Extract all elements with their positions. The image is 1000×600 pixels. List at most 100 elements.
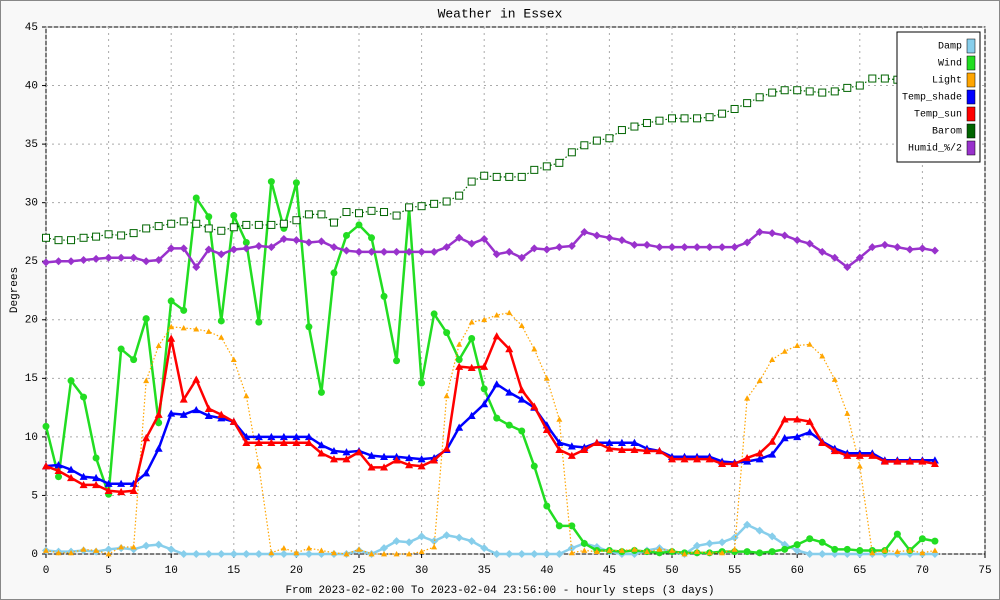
point (668, 455, 676, 463)
point (380, 463, 389, 471)
point (292, 432, 301, 441)
point (730, 533, 739, 542)
y-tick-label: 0 (31, 549, 38, 561)
point (592, 136, 601, 145)
point (794, 342, 801, 348)
point (805, 239, 814, 248)
x-tick-label: 75 (978, 565, 991, 577)
point (567, 241, 576, 250)
point (229, 550, 238, 558)
point (756, 377, 763, 384)
point (342, 246, 351, 255)
point (355, 448, 363, 456)
point (242, 238, 250, 246)
point (730, 104, 739, 113)
point (731, 546, 738, 552)
point (542, 245, 551, 254)
point (406, 551, 413, 557)
point (180, 306, 188, 314)
point (154, 444, 163, 452)
point (192, 405, 201, 414)
point (556, 416, 563, 422)
point (118, 543, 125, 550)
point (643, 548, 650, 555)
point (505, 421, 513, 429)
point (580, 227, 589, 236)
point (217, 250, 226, 259)
point (342, 231, 350, 239)
point (168, 323, 175, 330)
point (631, 546, 638, 552)
point (255, 463, 262, 469)
point (129, 253, 138, 262)
point (205, 213, 213, 221)
point (480, 385, 488, 393)
point (329, 446, 338, 455)
point (894, 548, 901, 555)
point (830, 87, 839, 96)
point (743, 99, 752, 108)
point (642, 119, 651, 128)
point (905, 457, 914, 465)
point (230, 356, 237, 362)
point (793, 546, 802, 555)
point (117, 345, 125, 353)
point (254, 432, 263, 441)
point (104, 486, 113, 494)
point (517, 253, 526, 262)
point (381, 551, 388, 557)
point (104, 253, 113, 262)
point (317, 449, 326, 457)
point (342, 448, 351, 456)
point (518, 322, 525, 329)
point (142, 257, 151, 266)
point (117, 231, 126, 240)
point (705, 113, 714, 122)
point (806, 341, 813, 347)
point (806, 535, 814, 543)
point (505, 172, 514, 181)
point (67, 377, 75, 385)
point (606, 547, 613, 553)
point (642, 446, 651, 455)
point (505, 550, 514, 558)
point (743, 238, 752, 247)
point (793, 236, 802, 245)
y-tick-label: 30 (25, 198, 38, 210)
series (42, 227, 939, 272)
point (543, 502, 551, 510)
point (317, 237, 326, 246)
point (92, 454, 100, 462)
point (317, 388, 325, 396)
point (443, 329, 451, 337)
point (368, 234, 376, 242)
point (505, 247, 514, 256)
point (893, 457, 902, 465)
point (743, 548, 751, 556)
point (705, 455, 714, 463)
x-tick-label: 50 (665, 565, 678, 577)
point (492, 332, 501, 340)
point (167, 244, 176, 253)
point (318, 547, 325, 553)
legend-swatch (966, 89, 976, 105)
point (192, 194, 200, 202)
point (705, 539, 714, 548)
point (279, 550, 288, 558)
point (154, 540, 163, 549)
point (355, 209, 363, 218)
point (768, 450, 777, 458)
point (568, 522, 576, 530)
point (405, 247, 414, 256)
point (179, 410, 188, 418)
point (179, 217, 188, 226)
point (143, 377, 150, 384)
point (930, 459, 939, 468)
point (743, 453, 752, 462)
point (79, 472, 88, 480)
point (868, 74, 877, 83)
point (755, 227, 764, 236)
point (367, 451, 376, 459)
point (117, 479, 126, 487)
x-tick-label: 45 (603, 565, 616, 577)
